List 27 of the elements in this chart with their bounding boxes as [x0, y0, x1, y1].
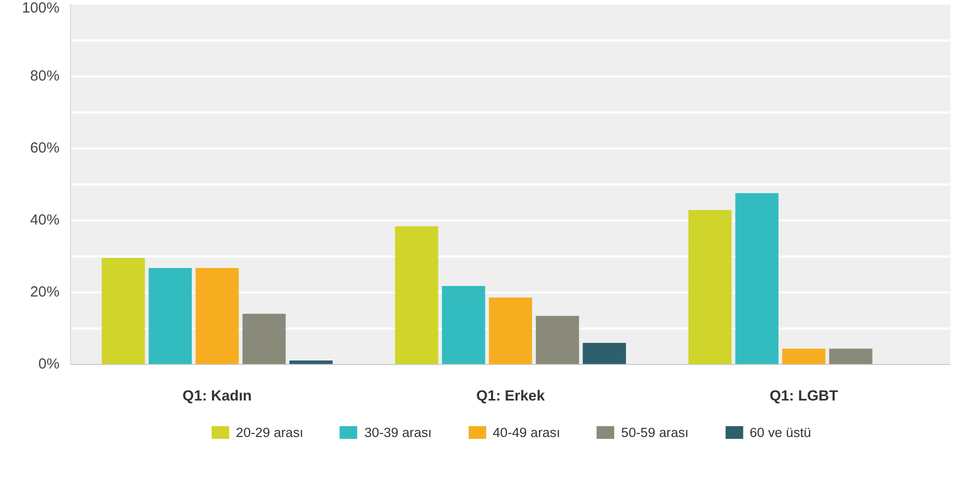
bar	[148, 268, 192, 364]
bar	[488, 298, 532, 364]
bar	[102, 258, 145, 364]
bar	[536, 316, 580, 364]
y-tick-label: 80%	[30, 68, 60, 84]
x-tick-label: Q1: Erkek	[476, 388, 546, 404]
y-tick-label: 20%	[30, 284, 60, 300]
y-tick-label: 0%	[38, 356, 60, 372]
legend-label: 40-49 arası	[492, 424, 560, 440]
y-tick-label: 40%	[30, 212, 60, 228]
bar	[782, 348, 826, 364]
bar	[829, 348, 872, 364]
bar	[442, 286, 486, 364]
bar	[582, 342, 626, 364]
bar	[735, 193, 778, 364]
bar	[242, 314, 286, 364]
x-tick-label: Q1: LGBT	[770, 388, 838, 404]
x-tick-label: Q1: Kadın	[182, 388, 252, 404]
legend-label: 50-59 arası	[621, 424, 689, 440]
bar	[196, 268, 239, 364]
bar	[395, 226, 438, 364]
legend-label: 60 ve üstü	[750, 424, 812, 440]
y-tick-label: 100%	[22, 0, 60, 16]
legend-label: 30-39 arası	[364, 424, 432, 440]
bar	[688, 210, 732, 364]
y-tick-label: 60%	[30, 140, 60, 156]
legend-label: 20-29 arası	[236, 424, 304, 440]
